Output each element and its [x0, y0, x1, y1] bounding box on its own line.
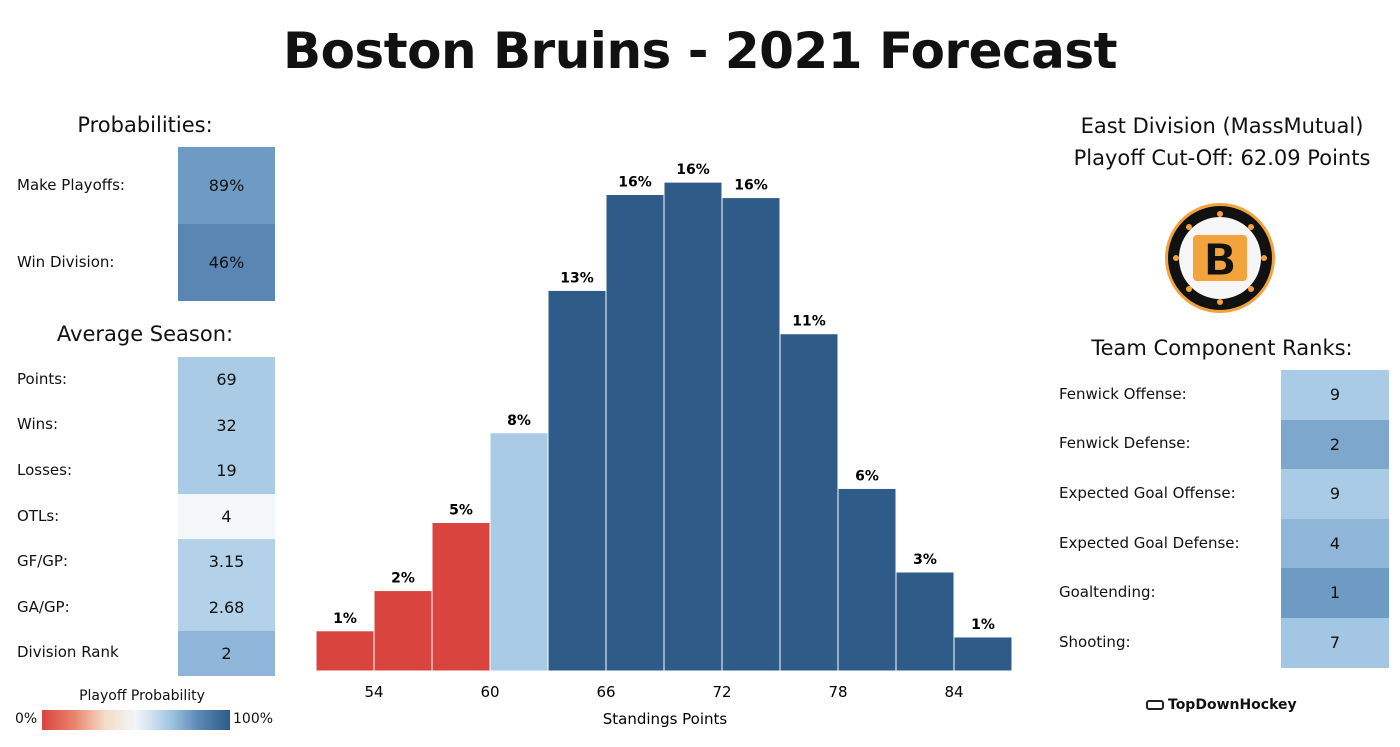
- chart-x-ticks: 54 60 66 72 78 84: [364, 683, 963, 701]
- component-rank-value: 7: [1281, 618, 1389, 668]
- component-rank-label: Goaltending:: [1059, 583, 1156, 602]
- bar-value-label: 13%: [560, 270, 594, 286]
- season-stat-label: Losses:: [17, 461, 72, 479]
- component-rank-label: Fenwick Defense:: [1059, 434, 1191, 453]
- component-ranks-heading: Team Component Ranks:: [1091, 336, 1353, 360]
- chart-bar: [663, 181, 723, 672]
- probability-value: 89%: [178, 147, 275, 224]
- average-season-heading: Average Season:: [56, 322, 234, 346]
- legend-max-label: 100%: [233, 711, 274, 727]
- chart-bar: [953, 636, 1013, 672]
- component-rank-value: 9: [1281, 370, 1389, 420]
- division-name: East Division (MassMutual): [1080, 114, 1364, 138]
- season-stat-label: GA/GP:: [17, 597, 70, 616]
- probability-label: Make Playoffs:: [17, 175, 125, 194]
- bar-value-label: 16%: [676, 162, 710, 178]
- x-tick-label: 78: [828, 683, 847, 701]
- chart-bar: [895, 571, 955, 672]
- brand-rink-icon: [1146, 700, 1164, 710]
- bar-value-label: 2%: [391, 571, 415, 587]
- season-stat-label: Points:: [17, 369, 68, 388]
- brand-watermark: TopDownHockey: [1146, 697, 1297, 713]
- season-stat-value: 4: [178, 493, 275, 540]
- x-tick-label: 60: [480, 683, 499, 701]
- probability-value: 46%: [178, 224, 275, 301]
- component-rank-label: Fenwick Offense:: [1059, 384, 1187, 403]
- x-tick-label: 84: [944, 683, 963, 701]
- x-tick-label: 72: [712, 683, 731, 701]
- legend-color-bar: [42, 710, 230, 730]
- chart-bar: [431, 521, 491, 672]
- boston-bruins-logo-icon: B: [1165, 203, 1275, 313]
- bar-value-label: 3%: [913, 552, 937, 568]
- probability-label: Win Division:: [17, 252, 115, 271]
- bar-value-label: 8%: [507, 413, 531, 429]
- season-stat-value: 2.68: [178, 585, 275, 631]
- chart-bar-labels: 1% 2% 5% 8% 13% 16% 16% 16% 11% 6% 3% 1%: [333, 162, 995, 633]
- bar-value-label: 1%: [971, 617, 995, 633]
- season-stat-value: 69: [178, 357, 275, 403]
- component-rank-label: Expected Goal Offense:: [1059, 484, 1236, 502]
- chart-bar: [837, 487, 897, 672]
- chart-bar: [373, 590, 433, 672]
- x-axis-label: Standings Points: [603, 710, 728, 728]
- component-rank-value: 9: [1281, 469, 1389, 519]
- bar-value-label: 16%: [618, 175, 652, 191]
- season-stat-label: OTLs:: [17, 506, 60, 525]
- probabilities-heading: Probabilities:: [77, 113, 213, 137]
- component-rank-value: 1: [1281, 568, 1389, 618]
- x-tick-label: 54: [364, 683, 383, 701]
- season-stat-label: Wins:: [17, 415, 59, 434]
- season-stat-value: 19: [178, 448, 275, 494]
- page-title: Boston Bruins - 2021 Forecast: [282, 22, 1118, 80]
- bar-value-label: 11%: [792, 314, 826, 330]
- chart-bar: [547, 289, 607, 672]
- bar-value-label: 5%: [449, 502, 473, 518]
- season-stat-label: GF/GP:: [17, 552, 69, 571]
- chart-bar: [315, 630, 375, 672]
- component-rank-label: Shooting:: [1059, 632, 1131, 651]
- season-stat-value: 32: [178, 402, 275, 449]
- chart-bar: [489, 432, 549, 672]
- legend-min-label: 0%: [15, 711, 38, 727]
- season-stat-value: 2: [178, 630, 275, 677]
- component-rank-value: 4: [1281, 518, 1389, 569]
- logo-letter: B: [1203, 235, 1237, 286]
- component-rank-label: Expected Goal Defense:: [1059, 533, 1240, 552]
- brand-name: TopDownHockey: [1168, 697, 1297, 713]
- season-stat-label: Division Rank: [17, 643, 119, 662]
- bar-value-label: 1%: [333, 611, 357, 627]
- legend-title: Playoff Probability: [79, 688, 205, 704]
- chart-bar: [779, 333, 839, 672]
- chart-bars: [315, 181, 1013, 672]
- points-distribution-chart: 1% 2% 5% 8% 13% 16% 16% 16% 11% 6% 3% 1% 54 60 66 72 78…: [315, 162, 1013, 728]
- chart-bar: [721, 197, 781, 672]
- bar-value-label: 16%: [734, 178, 768, 194]
- bar-value-label: 6%: [855, 468, 879, 484]
- season-stat-value: 3.15: [178, 539, 275, 585]
- playoff-cutoff: Playoff Cut-Off: 62.09 Points: [1073, 146, 1371, 170]
- x-tick-label: 66: [596, 683, 615, 701]
- chart-bar: [605, 194, 665, 672]
- component-rank-value: 2: [1281, 419, 1389, 470]
